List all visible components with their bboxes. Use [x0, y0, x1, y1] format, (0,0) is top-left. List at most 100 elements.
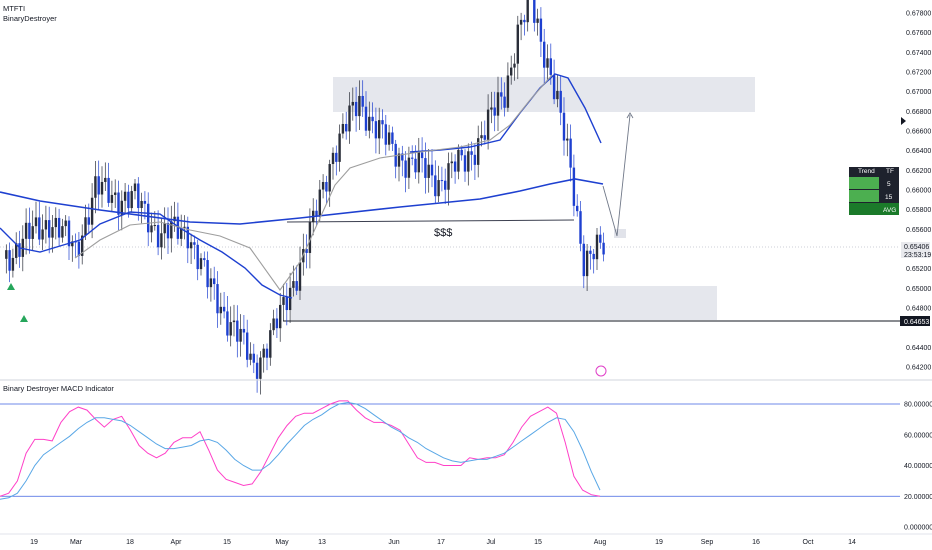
- candle: [232, 304, 236, 337]
- candle: [71, 235, 74, 262]
- candle-body: [127, 191, 130, 209]
- candle: [516, 15, 519, 80]
- candle-body: [147, 203, 150, 233]
- candle: [64, 215, 67, 237]
- candle: [566, 123, 569, 157]
- candle-body: [170, 221, 173, 239]
- candle-body: [543, 41, 546, 68]
- candle-body: [249, 353, 252, 360]
- candle-body: [252, 353, 255, 363]
- candles-layer: [5, 0, 605, 395]
- indicator-y-tick-1: 60.000000: [904, 432, 932, 439]
- candle: [255, 354, 259, 393]
- candle: [401, 145, 404, 177]
- y-tick-14: 0.64800: [906, 305, 931, 312]
- candle-body: [536, 18, 539, 23]
- candle-body: [279, 304, 282, 329]
- candle: [513, 53, 516, 81]
- play-arrow-icon[interactable]: [901, 117, 906, 125]
- candle-body: [510, 67, 513, 76]
- candle: [368, 101, 371, 139]
- candle-body: [84, 217, 87, 236]
- candle: [18, 230, 21, 268]
- x-tick-3: Apr: [171, 539, 183, 546]
- candle-body: [226, 311, 229, 336]
- candle-body: [354, 101, 358, 117]
- candle: [589, 245, 592, 270]
- alert-icon[interactable]: [595, 365, 607, 377]
- candle: [34, 201, 38, 234]
- candle: [381, 109, 384, 139]
- candle: [203, 251, 206, 267]
- target-zone: [614, 229, 626, 238]
- candle-body: [24, 222, 28, 239]
- candle-body: [358, 95, 361, 117]
- candle: [282, 283, 285, 321]
- candle: [331, 147, 335, 180]
- candle-body: [295, 281, 298, 291]
- candle-body: [483, 135, 486, 140]
- candle-body: [546, 58, 549, 68]
- candle: [440, 166, 444, 192]
- candle-body: [430, 164, 434, 176]
- candle: [259, 351, 262, 395]
- candle: [90, 183, 94, 239]
- candle-body: [255, 362, 259, 379]
- candle-body: [94, 176, 97, 198]
- candle: [5, 244, 8, 274]
- candle-body: [180, 227, 183, 239]
- y-tick-4: 0.67000: [906, 89, 931, 96]
- candle-body: [404, 160, 407, 178]
- candle-body: [490, 107, 493, 110]
- candle: [371, 102, 374, 134]
- candle-body: [556, 90, 559, 100]
- candle-body: [8, 250, 11, 271]
- candle: [543, 28, 546, 84]
- candle-body: [341, 123, 345, 134]
- candle-body: [236, 320, 239, 342]
- candle-body: [173, 216, 176, 222]
- candle: [110, 180, 114, 212]
- candle: [424, 142, 427, 194]
- candle: [170, 205, 173, 253]
- liquidity-annotation: $$$: [434, 227, 452, 239]
- trend-header: Trend: [858, 168, 875, 175]
- candle: [226, 295, 229, 342]
- candle-body: [533, 0, 536, 23]
- candle: [137, 177, 140, 221]
- projection-arrowhead: [626, 112, 634, 119]
- indicator-y-tick-0: 80.000000: [904, 402, 932, 409]
- candle-body: [470, 151, 473, 155]
- candle-body: [453, 161, 457, 172]
- candle-body: [166, 223, 170, 239]
- candle-body: [160, 233, 163, 248]
- candle-body: [5, 250, 8, 259]
- last-price-label: 0.65406: [904, 244, 929, 251]
- candle: [275, 308, 279, 339]
- candle: [444, 168, 447, 204]
- x-tick-15: Oct: [803, 539, 814, 546]
- candle: [496, 76, 500, 131]
- candle-body: [259, 357, 262, 379]
- y-tick-8: 0.66200: [906, 168, 931, 175]
- candle-body: [31, 226, 34, 239]
- candle: [378, 107, 381, 155]
- candle-body: [15, 243, 18, 258]
- candle: [490, 91, 493, 124]
- x-tick-4: 15: [223, 539, 231, 546]
- candle: [394, 139, 397, 179]
- candle: [599, 226, 602, 249]
- candle-body: [351, 101, 354, 106]
- candle-body: [589, 250, 592, 254]
- candle-body: [18, 243, 21, 257]
- candle-body: [315, 210, 318, 217]
- y-tick-9: 0.66000: [906, 187, 931, 194]
- candle-body: [384, 124, 387, 145]
- candle: [38, 201, 41, 246]
- candle-body: [305, 248, 308, 253]
- candle: [533, 0, 536, 32]
- y-tick-5: 0.66800: [906, 109, 931, 116]
- candle: [163, 207, 166, 249]
- candle: [246, 319, 249, 368]
